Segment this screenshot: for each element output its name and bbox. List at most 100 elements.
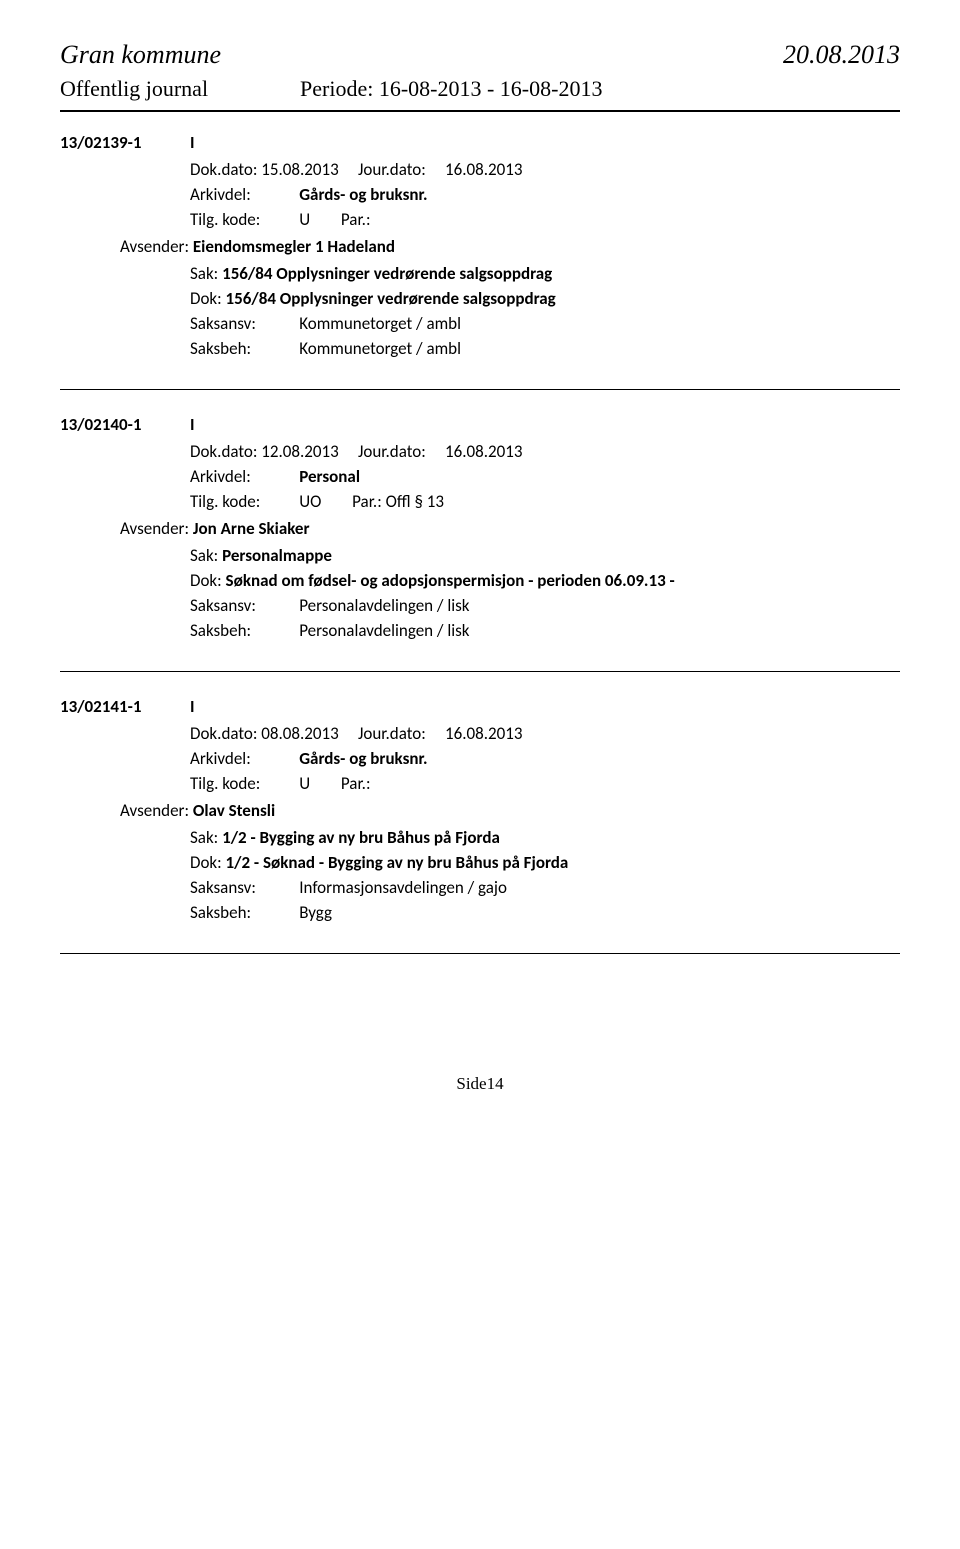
header-periode: Periode: 16-08-2013 - 16-08-2013 (300, 76, 602, 102)
arkivdel-label: Arkivdel: (190, 748, 280, 769)
entry-saksansv-row: Saksansv: Informasjonsavdelingen / gajo (190, 877, 900, 898)
entry-arkivdel-row: Arkivdel: Personal (190, 466, 900, 487)
avsender-value: Eiendomsmegler 1 Hadeland (193, 236, 395, 257)
entry-io: I (190, 414, 195, 435)
avsender-label: Avsender: (120, 800, 189, 821)
sak-value: 1/2 - Bygging av ny bru Båhus på Fjorda (222, 827, 500, 848)
saksbeh-value: Kommunetorget / ambl (299, 338, 461, 359)
document-page: Gran kommune 20.08.2013 Offentlig journa… (0, 0, 960, 1134)
entry-dates-row: Dok.dato: 12.08.2013 Jour.dato: 16.08.20… (190, 441, 900, 462)
saksansv-value: Personalavdelingen / lisk (299, 595, 469, 616)
header-row1: Gran kommune 20.08.2013 (60, 40, 900, 70)
jourdato-value: 16.08.2013 (445, 723, 523, 744)
entry-tilgkode-row: Tilg. kode: UO Par.: Offl § 13 (190, 491, 900, 512)
avsender-label: Avsender: (120, 236, 189, 257)
sak-value: Personalmappe (222, 545, 332, 566)
dokdato-value: 12.08.2013 (261, 441, 339, 462)
dokdato-value: 15.08.2013 (261, 159, 339, 180)
jourdato-label: Jour.dato: (358, 723, 426, 744)
entry-saksansv-row: Saksansv: Kommunetorget / ambl (190, 313, 900, 334)
entry-sak-row: Sak: 1/2 - Bygging av ny bru Båhus på Fj… (190, 827, 900, 848)
jourdato-value: 16.08.2013 (445, 159, 523, 180)
entry-dates-row: Dok.dato: 15.08.2013 Jour.dato: 16.08.20… (190, 159, 900, 180)
journal-entry: 13/02141-1 I Dok.dato: 08.08.2013 Jour.d… (60, 696, 900, 923)
entry-body: Dok.dato: 12.08.2013 Jour.dato: 16.08.20… (60, 441, 900, 641)
saksansv-label: Saksansv: (190, 877, 280, 898)
entry-tilgkode-row: Tilg. kode: U Par.: (190, 773, 900, 794)
avsender-value: Jon Arne Skiaker (193, 518, 310, 539)
entry-id: 13/02141-1 (60, 696, 190, 717)
entry-io: I (190, 132, 195, 153)
saksbeh-label: Saksbeh: (190, 620, 280, 641)
entry-divider (60, 953, 900, 954)
dokdato-label: Dok.dato: (190, 441, 257, 462)
arkivdel-value: Gårds- og bruksnr. (299, 748, 427, 769)
tilgkode-label: Tilg. kode: (190, 209, 280, 230)
journal-entry: 13/02139-1 I Dok.dato: 15.08.2013 Jour.d… (60, 132, 900, 359)
jourdato-label: Jour.dato: (358, 441, 426, 462)
entry-saksbeh-row: Saksbeh: Kommunetorget / ambl (190, 338, 900, 359)
par-label: Par.: (341, 773, 371, 794)
entry-dates-row: Dok.dato: 08.08.2013 Jour.dato: 16.08.20… (190, 723, 900, 744)
tilgkode-value: U (299, 209, 310, 230)
page-number: Side14 (60, 1074, 900, 1094)
saksansv-label: Saksansv: (190, 313, 280, 334)
entry-tilgkode-row: Tilg. kode: U Par.: (190, 209, 900, 230)
entry-avsender-row: Avsender: Jon Arne Skiaker (120, 518, 900, 539)
dok-value: 156/84 Opplysninger vedrørende salgsoppd… (226, 288, 556, 309)
entry-io: I (190, 696, 195, 717)
dokdato-value: 08.08.2013 (261, 723, 339, 744)
arkivdel-value: Personal (299, 466, 360, 487)
entry-saksbeh-row: Saksbeh: Bygg (190, 902, 900, 923)
sak-label: Sak: (190, 263, 218, 284)
sak-label: Sak: (190, 545, 218, 566)
entry-headline: 13/02140-1 I (60, 414, 900, 435)
saksansv-value: Kommunetorget / ambl (299, 313, 461, 334)
journal-entry: 13/02140-1 I Dok.dato: 12.08.2013 Jour.d… (60, 414, 900, 641)
arkivdel-label: Arkivdel: (190, 184, 280, 205)
jourdato-value: 16.08.2013 (445, 441, 523, 462)
par-label: Par.: (352, 491, 382, 512)
entry-id: 13/02140-1 (60, 414, 190, 435)
entry-dok-row: Dok: 156/84 Opplysninger vedrørende salg… (190, 288, 900, 309)
tilgkode-value: UO (299, 491, 321, 512)
arkivdel-value: Gårds- og bruksnr. (299, 184, 427, 205)
dok-label: Dok: (190, 288, 222, 309)
entry-avsender-row: Avsender: Eiendomsmegler 1 Hadeland (120, 236, 900, 257)
par-value: Offl § 13 (386, 491, 444, 512)
entry-saksansv-row: Saksansv: Personalavdelingen / lisk (190, 595, 900, 616)
header-row2: Offentlig journal Periode: 16-08-2013 - … (60, 76, 900, 102)
saksansv-value: Informasjonsavdelingen / gajo (299, 877, 507, 898)
dok-value: Søknad om fødsel- og adopsjonspermisjon … (226, 570, 675, 591)
entry-body: Dok.dato: 15.08.2013 Jour.dato: 16.08.20… (60, 159, 900, 359)
entry-avsender-row: Avsender: Olav Stensli (120, 800, 900, 821)
avsender-value: Olav Stensli (193, 800, 275, 821)
saksbeh-value: Bygg (299, 902, 332, 923)
sak-label: Sak: (190, 827, 218, 848)
entry-arkivdel-row: Arkivdel: Gårds- og bruksnr. (190, 748, 900, 769)
header-org: Gran kommune (60, 40, 221, 70)
entry-dok-row: Dok: 1/2 - Søknad - Bygging av ny bru Bå… (190, 852, 900, 873)
dok-value: 1/2 - Søknad - Bygging av ny bru Båhus p… (226, 852, 569, 873)
tilgkode-value: U (299, 773, 310, 794)
entry-id: 13/02139-1 (60, 132, 190, 153)
entry-headline: 13/02141-1 I (60, 696, 900, 717)
dok-label: Dok: (190, 852, 222, 873)
entry-sak-row: Sak: Personalmappe (190, 545, 900, 566)
entry-dok-row: Dok: Søknad om fødsel- og adopsjonspermi… (190, 570, 900, 591)
saksbeh-value: Personalavdelingen / lisk (299, 620, 469, 641)
dokdato-label: Dok.dato: (190, 159, 257, 180)
entry-saksbeh-row: Saksbeh: Personalavdelingen / lisk (190, 620, 900, 641)
dok-label: Dok: (190, 570, 222, 591)
entry-arkivdel-row: Arkivdel: Gårds- og bruksnr. (190, 184, 900, 205)
entry-divider (60, 389, 900, 390)
tilgkode-label: Tilg. kode: (190, 773, 280, 794)
header-subtitle: Offentlig journal (60, 76, 300, 102)
entry-body: Dok.dato: 08.08.2013 Jour.dato: 16.08.20… (60, 723, 900, 923)
par-label: Par.: (341, 209, 371, 230)
entry-divider (60, 671, 900, 672)
entry-headline: 13/02139-1 I (60, 132, 900, 153)
entry-sak-row: Sak: 156/84 Opplysninger vedrørende salg… (190, 263, 900, 284)
tilgkode-label: Tilg. kode: (190, 491, 280, 512)
dokdato-label: Dok.dato: (190, 723, 257, 744)
